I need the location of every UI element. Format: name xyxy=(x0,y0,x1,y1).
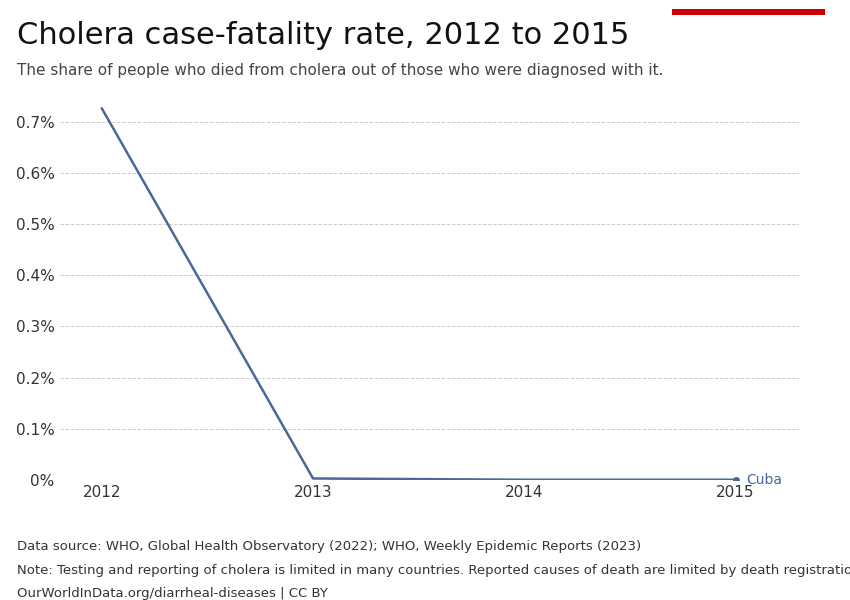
Text: The share of people who died from cholera out of those who were diagnosed with i: The share of people who died from choler… xyxy=(17,63,664,78)
Text: OurWorldInData.org/diarrheal-diseases | CC BY: OurWorldInData.org/diarrheal-diseases | … xyxy=(17,587,328,600)
Bar xyxy=(672,9,824,16)
Text: Cuba: Cuba xyxy=(747,473,783,487)
Text: Note: Testing and reporting of cholera is limited in many countries. Reported ca: Note: Testing and reporting of cholera i… xyxy=(17,564,850,577)
Text: Cholera case-fatality rate, 2012 to 2015: Cholera case-fatality rate, 2012 to 2015 xyxy=(17,21,629,50)
Text: Our World
in Data: Our World in Data xyxy=(712,23,784,54)
Text: Data source: WHO, Global Health Observatory (2022); WHO, Weekly Epidemic Reports: Data source: WHO, Global Health Observat… xyxy=(17,540,641,553)
